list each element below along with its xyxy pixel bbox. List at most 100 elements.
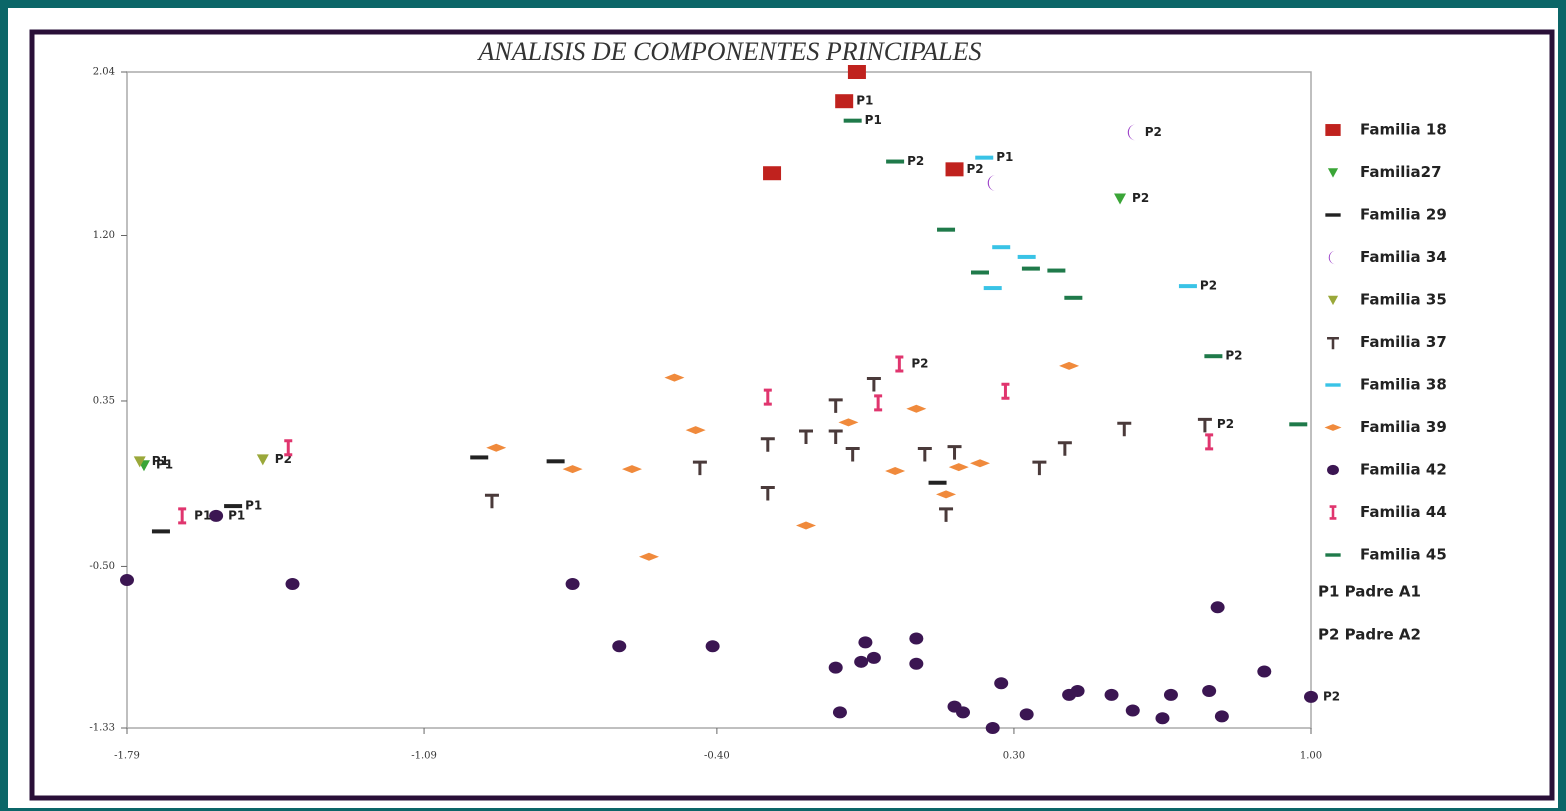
- marker: [1019, 708, 1034, 721]
- marker-shape: [947, 445, 962, 460]
- marker: [1178, 284, 1197, 289]
- marker-shape: [1328, 250, 1336, 265]
- marker: [133, 456, 146, 468]
- marker-shape: [612, 640, 627, 653]
- point-label: P2: [1225, 349, 1242, 363]
- marker-shape: [983, 286, 1002, 291]
- marker: [854, 655, 869, 668]
- marker: [1125, 704, 1140, 717]
- point-label: P2: [967, 162, 984, 176]
- marker-shape: [1064, 295, 1083, 300]
- marker: [763, 166, 782, 181]
- marker: [1001, 382, 1010, 400]
- marker: [224, 504, 243, 509]
- marker-shape: [895, 355, 904, 373]
- marker-shape: [909, 657, 924, 670]
- marker-shape: [1210, 601, 1225, 614]
- marker-shape: [760, 437, 775, 452]
- marker-shape: [1327, 168, 1339, 178]
- marker-shape: [1327, 336, 1339, 350]
- legend-label: Familia 18: [1360, 121, 1447, 139]
- marker-shape: [866, 651, 881, 664]
- marker: [256, 454, 269, 466]
- marker: [1059, 361, 1080, 370]
- marker: [1327, 168, 1339, 178]
- marker-shape: [1127, 124, 1136, 141]
- marker-shape: [835, 94, 854, 109]
- marker: [992, 245, 1011, 250]
- marker-shape: [1114, 193, 1127, 205]
- marker-shape: [828, 661, 843, 674]
- marker-shape: [622, 465, 643, 474]
- marker-shape: [486, 443, 507, 452]
- point-label: P1: [865, 113, 882, 127]
- marker: [983, 286, 1002, 291]
- marker: [284, 439, 293, 457]
- marker: [838, 418, 859, 427]
- point-label: P1: [152, 454, 169, 468]
- marker-shape: [939, 507, 954, 522]
- y-tick-label: -1.33: [89, 723, 115, 734]
- marker-shape: [133, 456, 146, 468]
- marker-shape: [546, 459, 565, 464]
- marker: [1202, 685, 1217, 698]
- marker-shape: [285, 577, 300, 590]
- legend-label: Familia 42: [1360, 461, 1447, 479]
- marker: [1325, 124, 1341, 136]
- marker: [985, 722, 1000, 734]
- marker: [178, 507, 187, 525]
- marker-shape: [1104, 688, 1119, 701]
- legend-label: Familia 29: [1360, 206, 1447, 224]
- marker: [939, 507, 954, 522]
- marker: [638, 552, 659, 561]
- marker-shape: [843, 118, 862, 123]
- marker: [1204, 354, 1223, 359]
- marker-shape: [484, 493, 499, 509]
- marker-shape: [1204, 354, 1223, 359]
- marker: [209, 509, 224, 522]
- marker: [1032, 460, 1047, 476]
- marker-shape: [562, 465, 583, 474]
- marker: [956, 706, 971, 719]
- marker-shape: [1304, 690, 1318, 703]
- marker: [1155, 712, 1170, 725]
- point-label: P2: [1323, 689, 1340, 703]
- marker-shape: [1214, 710, 1229, 723]
- marker-shape: [565, 577, 580, 590]
- marker-shape: [284, 439, 293, 457]
- marker-shape: [763, 388, 772, 406]
- legend-label: Familia 34: [1360, 248, 1447, 266]
- y-tick-label: 1.20: [93, 230, 115, 241]
- marker-shape: [256, 454, 269, 466]
- marker-shape: [992, 245, 1011, 250]
- marker-shape: [909, 632, 924, 645]
- marker-shape: [1070, 685, 1085, 698]
- marker: [664, 373, 685, 382]
- marker: [1325, 213, 1341, 217]
- marker: [470, 455, 489, 460]
- marker-shape: [1257, 665, 1272, 678]
- marker-shape: [685, 426, 706, 435]
- legend-label: Familia 44: [1360, 503, 1447, 521]
- marker: [866, 376, 881, 392]
- marker-shape: [994, 677, 1009, 690]
- marker-shape: [928, 480, 947, 485]
- marker: [692, 460, 707, 476]
- marker-shape: [692, 460, 707, 476]
- marker-shape: [1325, 213, 1341, 217]
- marker: [947, 445, 962, 460]
- marker-shape: [1325, 383, 1341, 387]
- marker-shape: [763, 166, 782, 181]
- marker: [858, 636, 873, 649]
- marker-shape: [120, 574, 134, 587]
- marker-shape: [1327, 295, 1339, 306]
- marker: [828, 429, 843, 445]
- marker-shape: [470, 455, 489, 460]
- marker: [760, 485, 775, 501]
- x-tick-label: -0.40: [704, 751, 730, 762]
- marker: [1205, 433, 1214, 451]
- marker: [1070, 685, 1085, 698]
- marker-shape: [795, 521, 816, 530]
- marker-shape: [845, 447, 860, 462]
